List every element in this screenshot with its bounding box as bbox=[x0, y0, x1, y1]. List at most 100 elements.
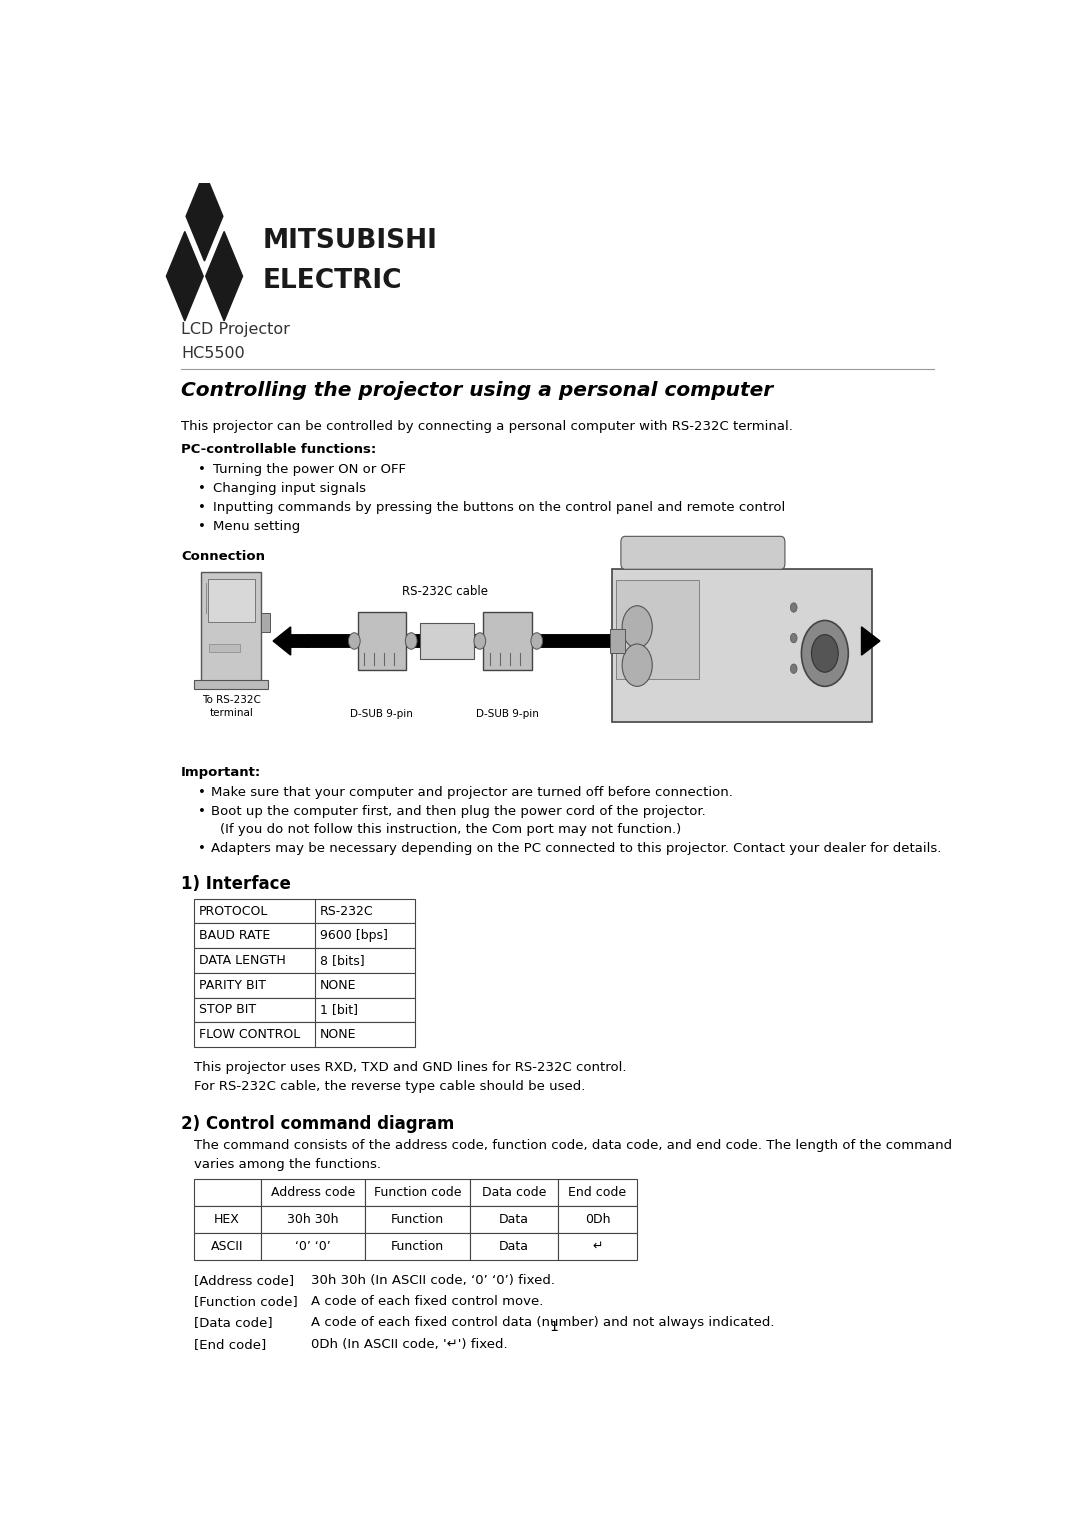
Text: End code: End code bbox=[568, 1186, 626, 1199]
Text: 1) Interface: 1) Interface bbox=[181, 876, 291, 894]
Text: FLOW CONTROL: FLOW CONTROL bbox=[199, 1028, 300, 1041]
FancyBboxPatch shape bbox=[420, 623, 474, 659]
FancyBboxPatch shape bbox=[617, 581, 700, 680]
FancyBboxPatch shape bbox=[365, 1233, 470, 1261]
Text: 9600 [bps]: 9600 [bps] bbox=[320, 929, 388, 943]
FancyBboxPatch shape bbox=[193, 923, 416, 949]
FancyBboxPatch shape bbox=[260, 1206, 365, 1233]
FancyBboxPatch shape bbox=[357, 611, 406, 671]
Text: ASCII: ASCII bbox=[211, 1239, 243, 1253]
Text: D-SUB 9-pin: D-SUB 9-pin bbox=[351, 709, 414, 720]
FancyBboxPatch shape bbox=[194, 680, 268, 689]
FancyBboxPatch shape bbox=[621, 536, 785, 570]
Circle shape bbox=[811, 634, 838, 672]
Text: •: • bbox=[198, 842, 205, 856]
Polygon shape bbox=[862, 626, 880, 656]
Text: Adapters may be necessary depending on the PC connected to this projector. Conta: Adapters may be necessary depending on t… bbox=[212, 842, 942, 856]
Text: •: • bbox=[198, 501, 205, 513]
Text: Controlling the projector using a personal computer: Controlling the projector using a person… bbox=[181, 380, 773, 400]
FancyBboxPatch shape bbox=[193, 1233, 260, 1261]
FancyBboxPatch shape bbox=[261, 613, 270, 631]
Text: A code of each fixed control data (number) and not always indicated.: A code of each fixed control data (numbe… bbox=[311, 1317, 774, 1329]
Text: (If you do not follow this instruction, the Com port may not function.): (If you do not follow this instruction, … bbox=[219, 824, 680, 836]
Circle shape bbox=[622, 605, 652, 648]
Text: 0Dh: 0Dh bbox=[584, 1213, 610, 1225]
Text: Function: Function bbox=[391, 1239, 444, 1253]
Text: PARITY BIT: PARITY BIT bbox=[199, 979, 266, 992]
Text: Connection: Connection bbox=[181, 550, 265, 564]
FancyBboxPatch shape bbox=[210, 643, 240, 652]
Text: Menu setting: Menu setting bbox=[213, 520, 300, 533]
Text: Address code: Address code bbox=[271, 1186, 355, 1199]
Polygon shape bbox=[205, 231, 243, 321]
FancyBboxPatch shape bbox=[260, 1233, 365, 1261]
Text: LCD Projector: LCD Projector bbox=[181, 322, 289, 338]
Circle shape bbox=[801, 620, 848, 686]
Circle shape bbox=[791, 604, 797, 613]
FancyBboxPatch shape bbox=[365, 1178, 470, 1206]
Text: Function code: Function code bbox=[374, 1186, 461, 1199]
Text: •: • bbox=[198, 483, 205, 495]
Text: For RS-232C cable, the reverse type cable should be used.: For RS-232C cable, the reverse type cabl… bbox=[193, 1080, 585, 1093]
Text: 1: 1 bbox=[549, 1320, 558, 1334]
FancyBboxPatch shape bbox=[557, 1178, 637, 1206]
Circle shape bbox=[349, 633, 360, 649]
FancyBboxPatch shape bbox=[207, 579, 255, 622]
Circle shape bbox=[622, 643, 652, 686]
Text: Data: Data bbox=[499, 1213, 529, 1225]
Text: [End code]: [End code] bbox=[193, 1337, 266, 1351]
FancyBboxPatch shape bbox=[612, 570, 872, 723]
FancyBboxPatch shape bbox=[193, 1206, 260, 1233]
Polygon shape bbox=[166, 231, 203, 321]
Text: [Address code]: [Address code] bbox=[193, 1274, 294, 1287]
Text: Inputting commands by pressing the buttons on the control panel and remote contr: Inputting commands by pressing the butto… bbox=[213, 501, 785, 513]
Text: ELECTRIC: ELECTRIC bbox=[262, 267, 402, 293]
Text: [Data code]: [Data code] bbox=[193, 1317, 272, 1329]
Text: DATA LENGTH: DATA LENGTH bbox=[199, 953, 285, 967]
Text: NONE: NONE bbox=[320, 979, 356, 992]
Text: To RS-232C
terminal: To RS-232C terminal bbox=[202, 695, 260, 718]
FancyBboxPatch shape bbox=[470, 1233, 557, 1261]
FancyBboxPatch shape bbox=[201, 571, 261, 683]
FancyBboxPatch shape bbox=[557, 1233, 637, 1261]
Text: Data: Data bbox=[499, 1239, 529, 1253]
Text: varies among the functions.: varies among the functions. bbox=[193, 1158, 380, 1170]
Text: 30h 30h: 30h 30h bbox=[287, 1213, 339, 1225]
Text: RS-232C: RS-232C bbox=[320, 905, 374, 917]
Text: Changing input signals: Changing input signals bbox=[213, 483, 366, 495]
Text: PC-controllable functions:: PC-controllable functions: bbox=[181, 443, 376, 457]
Text: BAUD RATE: BAUD RATE bbox=[199, 929, 270, 943]
Text: [Function code]: [Function code] bbox=[193, 1296, 297, 1308]
Text: PROTOCOL: PROTOCOL bbox=[199, 905, 268, 917]
Text: 2) Control command diagram: 2) Control command diagram bbox=[181, 1115, 455, 1134]
FancyBboxPatch shape bbox=[193, 973, 416, 998]
Text: HEX: HEX bbox=[214, 1213, 240, 1225]
Text: 1 [bit]: 1 [bit] bbox=[320, 1004, 357, 1016]
Text: •: • bbox=[198, 785, 205, 799]
FancyBboxPatch shape bbox=[193, 1022, 416, 1047]
Circle shape bbox=[474, 633, 486, 649]
Text: 30h 30h (In ASCII code, ‘0’ ‘0’) fixed.: 30h 30h (In ASCII code, ‘0’ ‘0’) fixed. bbox=[311, 1274, 555, 1287]
Text: This projector can be controlled by connecting a personal computer with RS-232C : This projector can be controlled by conn… bbox=[181, 420, 793, 432]
Text: SERIAL: SERIAL bbox=[742, 585, 783, 597]
Polygon shape bbox=[273, 626, 291, 656]
Text: ‘0’ ‘0’: ‘0’ ‘0’ bbox=[295, 1239, 330, 1253]
Text: A code of each fixed control move.: A code of each fixed control move. bbox=[311, 1296, 543, 1308]
Text: •: • bbox=[198, 805, 205, 817]
Text: The command consists of the address code, function code, data code, and end code: The command consists of the address code… bbox=[193, 1138, 951, 1152]
Circle shape bbox=[791, 665, 797, 674]
Polygon shape bbox=[186, 171, 222, 261]
Circle shape bbox=[531, 633, 542, 649]
FancyBboxPatch shape bbox=[193, 998, 416, 1022]
FancyBboxPatch shape bbox=[470, 1206, 557, 1233]
Text: •: • bbox=[198, 520, 205, 533]
Text: Important:: Important: bbox=[181, 766, 261, 779]
Text: 8 [bits]: 8 [bits] bbox=[320, 953, 365, 967]
Text: STOP BIT: STOP BIT bbox=[199, 1004, 256, 1016]
Circle shape bbox=[405, 633, 417, 649]
Text: Data code: Data code bbox=[482, 1186, 545, 1199]
Text: •: • bbox=[198, 463, 205, 477]
Text: MITSUBISHI: MITSUBISHI bbox=[262, 228, 437, 254]
Text: Make sure that your computer and projector are turned off before connection.: Make sure that your computer and project… bbox=[212, 785, 733, 799]
Text: This projector uses RXD, TXD and GND lines for RS-232C control.: This projector uses RXD, TXD and GND lin… bbox=[193, 1060, 626, 1074]
